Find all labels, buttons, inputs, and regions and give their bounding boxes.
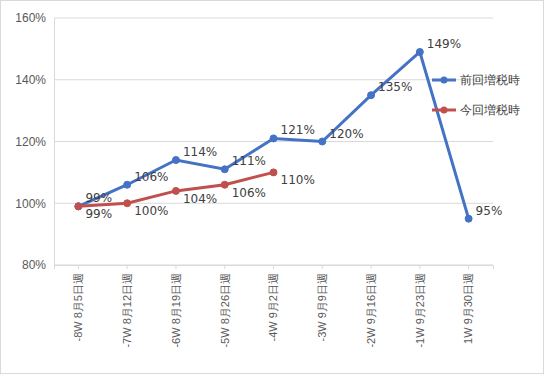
x-tick-label: -1W 9月23日週	[414, 273, 426, 348]
series-marker	[172, 187, 179, 194]
x-tick-mark	[78, 265, 79, 269]
chart: 80% 100% 120% 140% 160% -8W 8月5日週 -7W 8月12日週 -6…	[0, 0, 544, 374]
x-tick: -1W 9月23日週	[414, 265, 426, 348]
legend: 前回増税時今回増税時	[432, 73, 520, 117]
y-tick-label: 120%	[15, 135, 46, 149]
data-label: 149%	[427, 37, 461, 51]
y-axis: 80% 100% 120% 140% 160%	[15, 11, 54, 272]
data-label: 95%	[476, 204, 503, 218]
grid	[54, 18, 493, 265]
x-tick-label: -8W 8月5日週	[72, 273, 84, 341]
legend-label: 今回増税時	[460, 103, 520, 117]
legend-label: 前回増税時	[460, 73, 520, 87]
y-tick-label: 140%	[15, 73, 46, 87]
series-marker	[319, 138, 326, 145]
series-marker	[270, 135, 277, 142]
x-tick: -3W 9月9日週	[316, 265, 328, 341]
x-tick-label: -5W 8月26日週	[219, 273, 231, 348]
series-marker	[75, 203, 82, 210]
data-label: 135%	[378, 80, 412, 94]
data-label: 104%	[183, 192, 217, 206]
grid-line	[54, 18, 493, 19]
x-tick: -4W 9月2日週	[267, 265, 279, 341]
y-tick-label: 160%	[15, 11, 46, 25]
x-tick-mark	[273, 265, 274, 269]
series-marker	[465, 215, 472, 222]
series-marker	[124, 181, 131, 188]
x-axis: -8W 8月5日週 -7W 8月12日週 -6W 8月19日週 -5W 8月26日週 -…	[55, 265, 494, 348]
chart-border	[1, 1, 544, 374]
x-tick-mark	[322, 265, 323, 269]
series-marker	[172, 157, 179, 164]
data-labels: 99% 106% 114% 111% 121% 120% 135% 149% 95% 99% 100…	[85, 37, 502, 221]
data-label: 111%	[232, 154, 266, 168]
x-tick-mark	[419, 265, 420, 269]
legend-item: 今回増税時	[432, 103, 520, 117]
series-line	[78, 172, 273, 206]
y-axis-line	[54, 19, 55, 266]
x-tick-mark	[468, 265, 469, 269]
series-marker	[221, 166, 228, 173]
x-tick: -7W 8月12日週	[121, 265, 133, 348]
y-tick: 160%	[15, 11, 54, 25]
series-marker	[270, 169, 277, 176]
y-tick: 100%	[15, 197, 54, 211]
y-tick: 140%	[15, 73, 54, 87]
series-marker	[75, 203, 82, 210]
plot-area	[75, 48, 472, 222]
data-label: 121%	[281, 123, 315, 137]
x-tick: -8W 8月5日週	[72, 265, 84, 341]
data-label: 114%	[183, 145, 217, 159]
x-tick-label: -3W 9月9日週	[316, 273, 328, 341]
x-tick-mark	[175, 265, 176, 269]
y-tick: 120%	[15, 135, 54, 149]
legend-marker	[441, 77, 448, 84]
data-label: 106%	[134, 170, 168, 184]
series-line	[78, 52, 468, 219]
series-marker	[416, 48, 423, 55]
x-tick: 1W 9月30日週	[462, 265, 474, 344]
x-tick: -5W 8月26日週	[219, 265, 231, 348]
x-tick-label: 1W 9月30日週	[462, 273, 474, 344]
legend-item: 前回増税時	[432, 73, 520, 87]
x-tick: -6W 8月19日週	[170, 265, 182, 348]
x-tick-label: -7W 8月12日週	[121, 273, 133, 348]
x-tick-label: -2W 9月16日週	[365, 273, 377, 348]
series-marker	[368, 92, 375, 99]
series-marker	[124, 200, 131, 207]
series-marker	[221, 181, 228, 188]
y-tick: 80%	[22, 258, 54, 272]
y-tick-label: 80%	[22, 258, 46, 272]
data-label: 120%	[329, 127, 363, 141]
data-label: 99%	[85, 207, 112, 221]
legend-marker	[441, 107, 448, 114]
x-tick-mark	[371, 265, 372, 269]
data-label: 106%	[232, 186, 266, 200]
x-tick-label: -6W 8月19日週	[170, 273, 182, 348]
y-tick-label: 100%	[15, 197, 46, 211]
data-label: 100%	[134, 204, 168, 218]
x-axis-line	[55, 266, 494, 270]
x-tick: -2W 9月16日週	[365, 265, 377, 348]
x-tick-mark	[127, 265, 128, 269]
data-label: 99%	[85, 191, 112, 205]
x-tick-label: -4W 9月2日週	[267, 273, 279, 341]
x-tick-mark	[224, 265, 225, 269]
data-label: 110%	[281, 173, 315, 187]
